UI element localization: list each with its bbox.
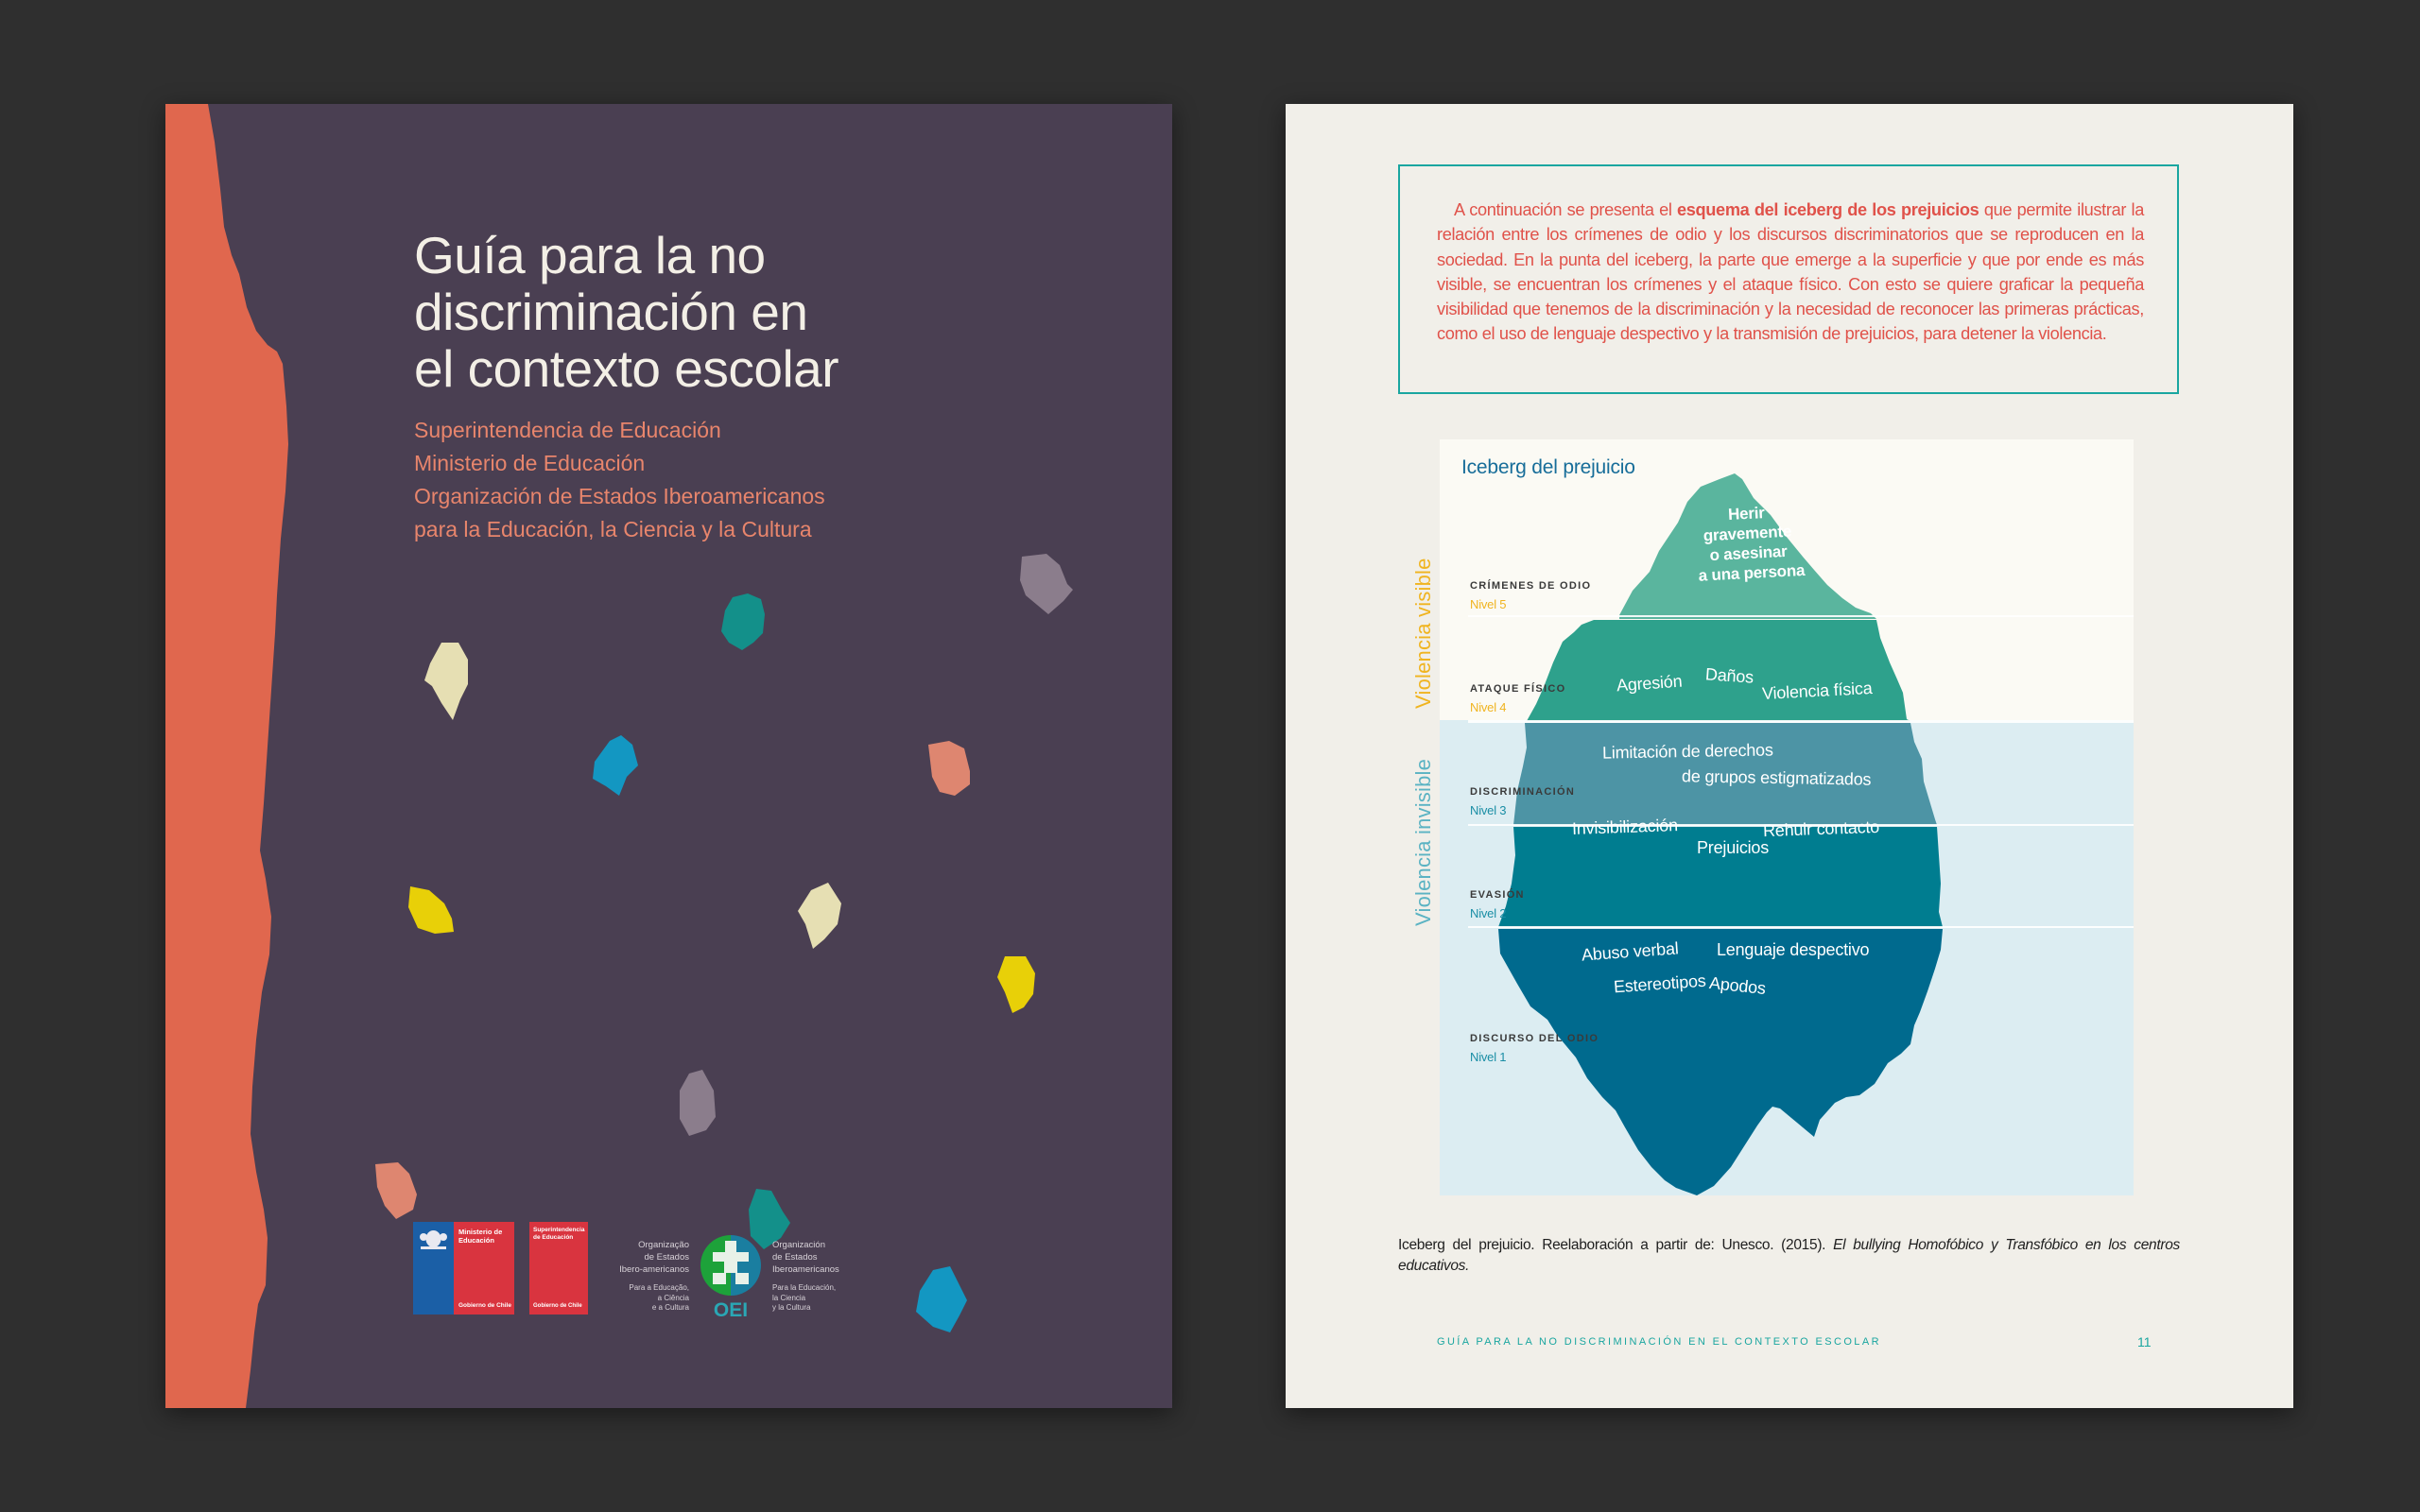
decor-blob-yellow-2: [997, 956, 1035, 1013]
oei-text: la Ciencia: [772, 1293, 806, 1302]
iceberg-item: de grupos estigmatizados: [1681, 766, 1872, 789]
cover-page: Guía para la no discriminación en el con…: [165, 104, 1172, 1408]
caption-italic-title: El bullying Homofóbico y Transfóbico en …: [1398, 1237, 2180, 1274]
logo-footer-text: Gobierno de Chile: [533, 1303, 582, 1309]
oei-text-portuguese: Organização de Estados Ibero-americanos …: [595, 1239, 689, 1314]
decor-blob-yellow: [408, 886, 454, 934]
decor-blob-salmon-2: [375, 1162, 417, 1219]
iceberg-item-level5: Herir gravemente o asesinar a una person…: [1695, 501, 1806, 586]
oei-text: y la Cultura: [772, 1303, 811, 1312]
decor-blob-cream: [424, 643, 468, 720]
level-name: DISCURSO DEL ODIO: [1470, 1033, 1599, 1044]
oei-text: a Ciência: [657, 1293, 689, 1302]
level-5-label: CRÍMENES DE ODIO Nivel 5: [1470, 580, 1591, 611]
chile-coat-of-arms-icon: [420, 1230, 447, 1249]
oei-text: Organização: [638, 1240, 689, 1250]
decor-blob-blue: [593, 735, 638, 796]
side-label-visible: Violencia visible: [1411, 558, 1435, 709]
running-footer-title: GUÍA PARA LA NO DISCRIMINACIÓN EN EL CON…: [1437, 1336, 1881, 1348]
decor-blob-teal-2: [749, 1189, 790, 1249]
level-number: Nivel 4: [1470, 700, 1507, 714]
cover-title-line: Guía para la no: [414, 226, 766, 284]
level-divider: [1468, 720, 2134, 723]
oei-text: Para a Educação,: [629, 1283, 689, 1292]
page-number: 11: [2137, 1334, 2152, 1349]
cover-title-line: el contexto escolar: [414, 339, 839, 398]
oei-text: de Estados: [644, 1252, 689, 1263]
level-4-label: ATAQUE FÍSICO Nivel 4: [1470, 683, 1565, 714]
logo-text: Superintendencia: [533, 1227, 585, 1233]
cover-title: Guía para la no discriminación en el con…: [414, 227, 1132, 397]
level-1-label: DISCURSO DEL ODIO Nivel 1: [1470, 1033, 1599, 1064]
oei-text: Ibero-americanos: [619, 1264, 689, 1275]
level-name: DISCRIMINACIÓN: [1470, 786, 1576, 798]
inner-page: A continuación se presenta el esquema de…: [1286, 104, 2293, 1408]
level-2-label: EVASIÓN Nivel 2: [1470, 889, 1525, 920]
level-divider: [1468, 615, 2134, 617]
decor-blob-cream-2: [798, 883, 841, 949]
iceberg-chart: Iceberg del prejuicio CRÍMENES DE ODIO N…: [1440, 439, 2134, 1195]
level-number: Nivel 2: [1470, 906, 1507, 920]
level-number: Nivel 1: [1470, 1050, 1507, 1064]
intro-box: A continuación se presenta el esquema de…: [1398, 164, 2179, 394]
cover-title-line: discriminación en: [414, 283, 808, 341]
oei-text-spanish: Organización de Estados Iberoamericanos …: [772, 1239, 876, 1314]
iceberg-graphic: [1498, 473, 1943, 1195]
chart-title: Iceberg del prejuicio: [1461, 456, 1635, 478]
iceberg-item: Prejuicios: [1697, 838, 1770, 857]
oei-text: Para la Educación,: [772, 1283, 837, 1292]
level-number: Nivel 3: [1470, 803, 1507, 817]
level-divider: [1468, 926, 2134, 928]
intro-highlight: esquema del iceberg de los prejuicios: [1677, 200, 1979, 219]
figure-caption: Iceberg del prejuicio. Reelaboración a p…: [1398, 1235, 2180, 1277]
oei-text: de Estados: [772, 1252, 818, 1263]
decor-blob-grey-2: [680, 1070, 716, 1136]
publisher-line: Ministerio de Educación: [414, 451, 646, 475]
iceberg-item: Rehuir contacto: [1762, 816, 1880, 841]
oei-text: Organización: [772, 1240, 825, 1250]
logo-text: Ministerio de: [458, 1228, 503, 1236]
decor-blob-salmon: [928, 741, 970, 796]
publisher-line: para la Educación, la Ciencia y la Cultu…: [414, 517, 812, 541]
decor-blob-blue-2: [916, 1266, 967, 1332]
logo-footer-text: Gobierno de Chile: [458, 1302, 511, 1309]
iceberg-item: Limitación de derechos: [1601, 740, 1773, 763]
logo-superintendencia: Superintendencia de Educación Gobierno de…: [529, 1222, 588, 1314]
intro-text: que permite ilustrar la relación entre l…: [1437, 200, 2144, 344]
iceberg-item: Daños: [1704, 664, 1754, 687]
intro-paragraph: A continuación se presenta el esquema de…: [1437, 198, 2144, 347]
level-name: EVASIÓN: [1470, 889, 1525, 901]
oei-acronym: OEI: [714, 1299, 748, 1318]
decor-blob-teal: [721, 593, 765, 650]
torn-paper-strip: [165, 104, 288, 1408]
side-label-invisible: Violencia invisible: [1411, 758, 1435, 926]
oei-text: Iberoamericanos: [772, 1264, 839, 1275]
level-number: Nivel 5: [1470, 597, 1507, 611]
oei-text: e a Cultura: [651, 1303, 689, 1312]
intro-text: A continuación se presenta el: [1454, 200, 1677, 219]
level-3-label: DISCRIMINACIÓN Nivel 3: [1470, 786, 1575, 817]
oei-logo-icon: OEI: [700, 1235, 761, 1318]
cover-publishers: Superintendencia de Educación Ministerio…: [414, 414, 825, 546]
level-name: ATAQUE FÍSICO: [1470, 683, 1566, 695]
iceberg-item: Lenguaje despectivo: [1717, 940, 1870, 959]
level-name: CRÍMENES DE ODIO: [1470, 580, 1592, 592]
caption-text: Iceberg del prejuicio. Reelaboración a p…: [1398, 1237, 1834, 1253]
level-divider: [1468, 824, 2134, 826]
iceberg-item: Invisibilización: [1571, 816, 1679, 838]
logo-text: Educación: [458, 1236, 494, 1245]
logo-text: de Educación: [533, 1234, 574, 1241]
logo-ministerio-educacion: Ministerio de Educación Gobierno de Chile: [413, 1222, 514, 1314]
publisher-line: Organización de Estados Iberoamericanos: [414, 484, 825, 508]
publisher-line: Superintendencia de Educación: [414, 418, 721, 442]
decor-blob-grey: [1020, 554, 1073, 614]
